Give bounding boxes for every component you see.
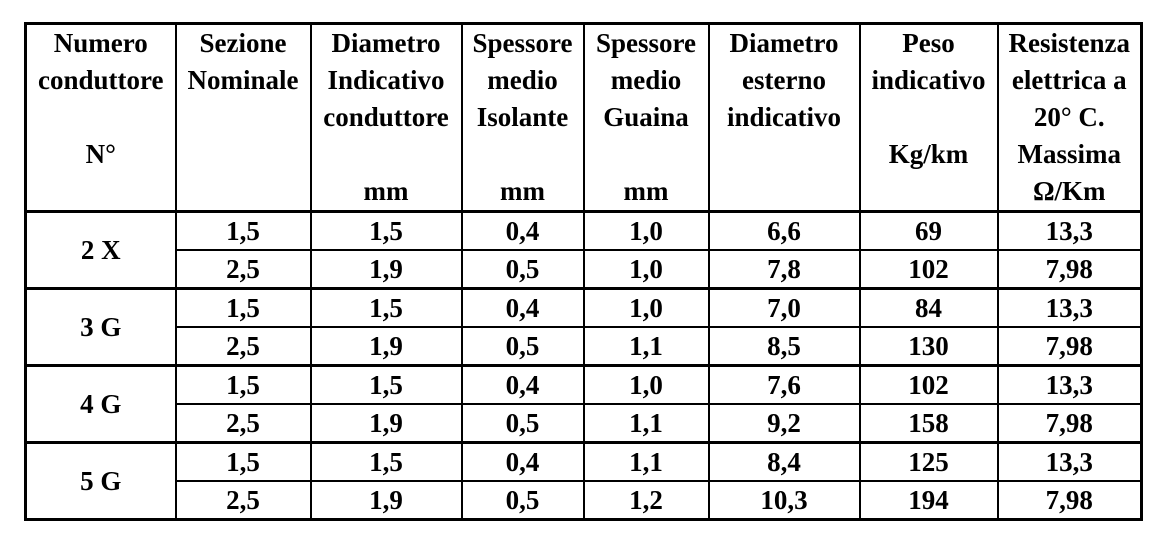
cell-peso: 125 (858, 441, 999, 482)
cell-diametro-conduttore: 1,5 (309, 364, 463, 405)
cell-diametro-esterno: 6,6 (707, 210, 861, 251)
table-row: 2,5 1,9 0,5 1,0 7,8 102 7,98 (26, 249, 1143, 290)
cable-specification-table: Numero conduttore N° Sezione Nominale Di… (24, 22, 1143, 521)
group-label-3g: 3 G (24, 287, 177, 367)
cell-resistenza: 7,98 (996, 403, 1143, 444)
cell-sezione-nominale: 2,5 (174, 403, 312, 444)
cell-spessore-isolante: 0,5 (460, 403, 585, 444)
cell-spessore-guaina: 1,2 (582, 480, 710, 521)
cell-sezione-nominale: 2,5 (174, 480, 312, 521)
cell-resistenza: 13,3 (996, 364, 1143, 405)
cell-diametro-conduttore: 1,9 (309, 480, 463, 521)
cell-spessore-guaina: 1,0 (582, 287, 710, 328)
table-row: 5 G 1,5 1,5 0,4 1,1 8,4 125 13,3 (24, 441, 1143, 521)
cell-spessore-guaina: 1,1 (582, 403, 710, 444)
cell-diametro-esterno: 7,6 (707, 364, 861, 405)
column-header-sezione-nominale: Sezione Nominale (174, 22, 312, 213)
cell-sezione-nominale: 2,5 (174, 326, 312, 367)
cell-spessore-guaina: 1,0 (582, 210, 710, 251)
cell-peso: 69 (858, 210, 999, 251)
column-header-peso-indicativo: Peso indicativo Kg/km (858, 22, 999, 213)
group-label-4g: 4 G (24, 364, 177, 444)
table-body: 2 X 1,5 1,5 0,4 1,0 6,6 69 13,3 2,5 1,9 … (24, 210, 1143, 521)
cell-diametro-esterno: 8,5 (707, 326, 861, 367)
cell-spessore-isolante: 0,4 (460, 210, 585, 251)
cell-diametro-esterno: 7,8 (707, 249, 861, 290)
table-row: 2,5 1,9 0,5 1,1 8,5 130 7,98 (26, 326, 1143, 367)
cell-diametro-esterno: 7,0 (707, 287, 861, 328)
cell-spessore-isolante: 0,5 (460, 480, 585, 521)
cell-resistenza: 7,98 (996, 326, 1143, 367)
group-label-5g: 5 G (24, 441, 177, 521)
column-header-diametro-indicativo-conduttore: Diametro Indicativo conduttore mm (309, 22, 463, 213)
cell-sezione-nominale: 1,5 (174, 210, 312, 251)
cell-diametro-conduttore: 1,9 (309, 249, 463, 290)
cell-diametro-conduttore: 1,5 (309, 441, 463, 482)
cell-diametro-esterno: 8,4 (707, 441, 861, 482)
column-header-diametro-esterno-indicativo: Diametro esterno indicativo (707, 22, 861, 213)
cell-spessore-isolante: 0,4 (460, 287, 585, 328)
cell-peso: 102 (858, 364, 999, 405)
cell-spessore-guaina: 1,1 (582, 326, 710, 367)
cell-resistenza: 13,3 (996, 441, 1143, 482)
cell-spessore-guaina: 1,0 (582, 364, 710, 405)
cell-sezione-nominale: 1,5 (174, 287, 312, 328)
cell-spessore-guaina: 1,0 (582, 249, 710, 290)
cell-resistenza: 13,3 (996, 287, 1143, 328)
cell-spessore-isolante: 0,4 (460, 364, 585, 405)
cell-diametro-esterno: 9,2 (707, 403, 861, 444)
cell-spessore-isolante: 0,5 (460, 326, 585, 367)
cell-resistenza: 7,98 (996, 249, 1143, 290)
table-row: 2,5 1,9 0,5 1,1 9,2 158 7,98 (26, 403, 1143, 444)
table-row: 2,5 1,9 0,5 1,2 10,3 194 7,98 (26, 480, 1143, 521)
column-header-spessore-medio-guaina: Spessore medio Guaina mm (582, 22, 710, 213)
group-label-2x: 2 X (24, 210, 177, 290)
cell-diametro-conduttore: 1,9 (309, 326, 463, 367)
cell-diametro-conduttore: 1,5 (309, 210, 463, 251)
cell-sezione-nominale: 1,5 (174, 364, 312, 405)
cell-peso: 102 (858, 249, 999, 290)
cell-diametro-conduttore: 1,9 (309, 403, 463, 444)
cell-spessore-isolante: 0,4 (460, 441, 585, 482)
cell-spessore-isolante: 0,5 (460, 249, 585, 290)
cell-resistenza: 13,3 (996, 210, 1143, 251)
cell-peso: 194 (858, 480, 999, 521)
cell-resistenza: 7,98 (996, 480, 1143, 521)
column-header-resistenza-elettrica: Resistenza elettrica a 20° C. Massima Ω/… (996, 22, 1143, 213)
cell-peso: 130 (858, 326, 999, 367)
cell-sezione-nominale: 2,5 (174, 249, 312, 290)
cell-spessore-guaina: 1,1 (582, 441, 710, 482)
cell-diametro-esterno: 10,3 (707, 480, 861, 521)
cell-peso: 158 (858, 403, 999, 444)
header-row: Numero conduttore N° Sezione Nominale Di… (24, 22, 1143, 213)
column-header-numero-conduttore: Numero conduttore N° (24, 22, 177, 213)
table-row: 2 X 1,5 1,5 0,4 1,0 6,6 69 13,3 (24, 210, 1143, 290)
cell-sezione-nominale: 1,5 (174, 441, 312, 482)
cell-peso: 84 (858, 287, 999, 328)
column-header-spessore-medio-isolante: Spessore medio Isolante mm (460, 22, 585, 213)
table-row: 3 G 1,5 1,5 0,4 1,0 7,0 84 13,3 (24, 287, 1143, 367)
table-row: 4 G 1,5 1,5 0,4 1,0 7,6 102 13,3 (24, 364, 1143, 444)
cell-diametro-conduttore: 1,5 (309, 287, 463, 328)
table-header: Numero conduttore N° Sezione Nominale Di… (24, 22, 1143, 213)
